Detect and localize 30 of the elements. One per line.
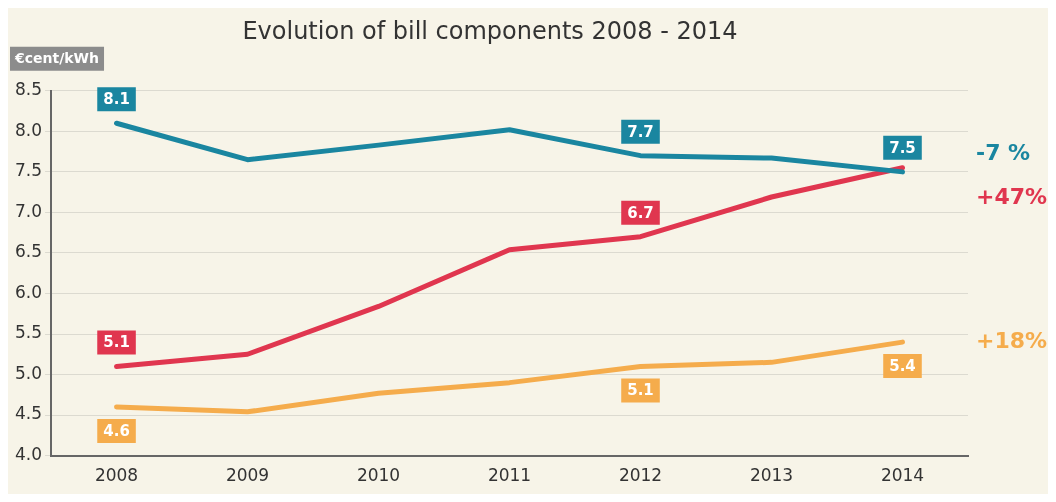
x-tick-label: 2014 (880, 465, 925, 486)
data-label: 7.7 (627, 122, 654, 141)
y-tick-label: 5.5 (14, 322, 43, 343)
x-tick-label: 2012 (618, 465, 663, 486)
y-axis-title: €cent/kWh (14, 50, 100, 67)
x-tick-label: 2010 (356, 465, 401, 486)
y-tick-label: 5.0 (14, 362, 43, 383)
x-tick-label: 2013 (749, 465, 794, 486)
x-tick-label: 2008 (94, 465, 139, 486)
y-tick-label: 7.5 (14, 160, 43, 181)
y-tick-label: 4.5 (14, 403, 43, 424)
data-label: 5.1 (627, 381, 654, 400)
chart-title: Evolution of bill components 2008 - 2014 (242, 16, 738, 45)
data-label: 7.5 (889, 138, 916, 157)
y-tick-label: 4.0 (14, 444, 43, 465)
text: -7 % (976, 139, 1031, 165)
text: +47% (976, 183, 1048, 209)
data-label: 6.7 (627, 203, 654, 222)
x-tick-label: 2011 (487, 465, 532, 486)
text: +18% (976, 327, 1048, 353)
data-label: 5.1 (103, 333, 130, 352)
data-label: 4.6 (103, 421, 130, 440)
y-tick-label: 6.5 (14, 241, 43, 262)
y-tick-label: 8.5 (14, 79, 43, 100)
y-tick-label: 7.0 (14, 200, 43, 221)
y-tick-label: 6.0 (14, 281, 43, 302)
y-tick-label: 8.0 (14, 119, 43, 140)
x-tick-label: 2009 (225, 465, 270, 486)
data-label: 5.4 (889, 357, 916, 375)
data-label: 8.1 (103, 90, 130, 109)
